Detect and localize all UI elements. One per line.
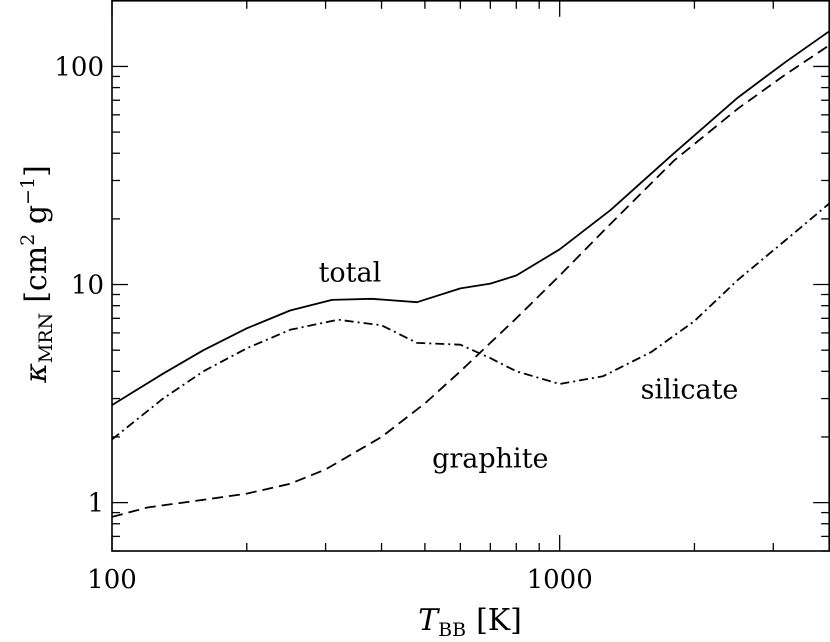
x-axis-label-sub: BB xyxy=(438,619,466,641)
x-axis-label-unit: [K] xyxy=(476,603,522,638)
y-axis-label: κMRN [cm2 g−1] xyxy=(17,165,57,384)
x-tick-label: 1000 xyxy=(527,565,593,595)
y-axis-label-sup-b: −1 xyxy=(17,177,39,205)
annotation-silicate: silicate xyxy=(641,375,739,406)
y-axis-label-unit-c: ] xyxy=(19,165,54,177)
y-axis-label-main: κ xyxy=(19,363,54,384)
y-axis-label-sup-a: 2 xyxy=(17,234,39,246)
annotation-total: total xyxy=(319,258,382,289)
x-axis-label: TBB [K] xyxy=(418,603,522,641)
x-tick-label: 100 xyxy=(87,565,137,595)
series-total xyxy=(111,30,830,406)
x-axis-label-main: T xyxy=(418,603,440,638)
tick-labels: 100 1000 1 10 100 xyxy=(54,52,592,595)
series-layer xyxy=(111,30,830,518)
y-axis-label-unit-b: g xyxy=(19,205,54,234)
ticks xyxy=(111,0,830,552)
y-tick-label: 10 xyxy=(71,271,104,301)
annotations: total silicate graphite xyxy=(319,258,739,475)
y-axis-label-sub: MRN xyxy=(35,313,57,363)
y-tick-label: 100 xyxy=(54,52,104,82)
series-graphite xyxy=(111,44,830,518)
plot-frame xyxy=(111,0,830,552)
y-tick-label: 1 xyxy=(87,489,104,519)
series-silicate xyxy=(111,202,830,441)
y-axis-label-unit-a: [cm xyxy=(19,246,54,303)
annotation-graphite: graphite xyxy=(432,443,548,474)
